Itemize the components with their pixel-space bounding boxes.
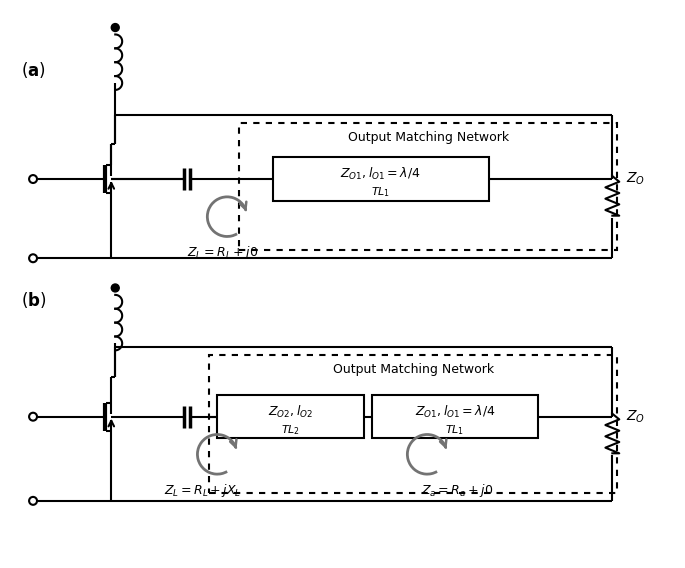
Text: $Z_L = R_L + j0$: $Z_L = R_L + j0$	[186, 244, 258, 261]
Text: Output Matching Network: Output Matching Network	[347, 131, 509, 144]
Bar	[372, 395, 538, 438]
Text: $TL_1$: $TL_1$	[371, 185, 390, 199]
Text: Output Matching Network: Output Matching Network	[333, 363, 494, 376]
Text: $Z_O$: $Z_O$	[626, 408, 645, 425]
Text: $(\mathbf{b})$: $(\mathbf{b})$	[21, 290, 47, 310]
Text: $Z_{O1}, l_{O1} = \lambda/4$: $Z_{O1}, l_{O1} = \lambda/4$	[340, 166, 421, 182]
Bar	[273, 157, 488, 201]
Bar	[210, 356, 617, 493]
Bar	[239, 123, 617, 250]
Text: $TL_1$: $TL_1$	[445, 423, 464, 437]
Bar	[217, 395, 364, 438]
Text: $(\mathbf{a})$: $(\mathbf{a})$	[21, 60, 46, 80]
Text: $Z_a = R_a + j0$: $Z_a = R_a + j0$	[421, 482, 493, 499]
Text: $Z_L = R_L + jX_L$: $Z_L = R_L + jX_L$	[164, 482, 241, 499]
Circle shape	[111, 284, 119, 292]
Text: $Z_{O2}, l_{O2}$: $Z_{O2}, l_{O2}$	[268, 403, 313, 420]
Text: $TL_2$: $TL_2$	[281, 423, 300, 437]
Text: $Z_O$: $Z_O$	[626, 171, 645, 187]
Text: $Z_{O1}, l_{O1} = \lambda/4$: $Z_{O1}, l_{O1} = \lambda/4$	[414, 403, 495, 420]
Circle shape	[111, 24, 119, 31]
